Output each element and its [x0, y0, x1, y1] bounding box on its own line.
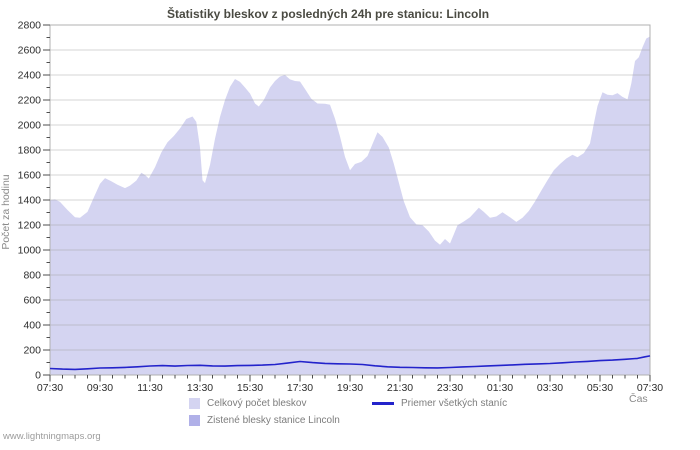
lincoln-area-swatch-icon	[189, 415, 200, 426]
total-area-swatch-icon	[189, 398, 200, 409]
x-ticks	[49, 375, 651, 382]
svg-text:15:30: 15:30	[237, 382, 263, 394]
chart-title: Štatistiky bleskov z posledných 24h pre …	[166, 7, 490, 21]
svg-text:07:30: 07:30	[37, 382, 63, 394]
svg-text:09:30: 09:30	[87, 382, 113, 394]
svg-text:1400: 1400	[18, 195, 42, 207]
svg-text:05:30: 05:30	[587, 382, 613, 394]
svg-text:1200: 1200	[18, 220, 42, 232]
svg-text:200: 200	[23, 345, 41, 357]
svg-text:800: 800	[23, 270, 41, 282]
svg-text:400: 400	[23, 320, 41, 332]
svg-text:13:30: 13:30	[187, 382, 213, 394]
svg-text:0: 0	[35, 370, 41, 382]
average-line	[49, 355, 651, 371]
legend: Celkový počet bleskov Priemer všetkých s…	[189, 395, 507, 429]
legend-label-lincoln: Zistené blesky stanice Lincoln	[207, 415, 340, 426]
svg-text:11:30: 11:30	[137, 382, 163, 394]
y-axis-title: Počet za hodinu	[0, 174, 12, 250]
x-axis-title: Čas	[629, 393, 648, 405]
y-tick-labels: 0 200 400 600 800 1000 1200 1400 1600 1800 2000 220…	[18, 20, 42, 382]
legend-item-average: Priemer všetkých staníc	[372, 398, 507, 409]
svg-text:2800: 2800	[18, 20, 42, 32]
svg-text:1600: 1600	[18, 170, 42, 182]
svg-text:2200: 2200	[18, 95, 42, 107]
svg-text:2400: 2400	[18, 70, 42, 82]
svg-text:03:30: 03:30	[537, 382, 563, 394]
svg-text:17:30: 17:30	[287, 382, 313, 394]
svg-text:01:30: 01:30	[487, 382, 513, 394]
svg-text:07:30: 07:30	[637, 382, 663, 394]
svg-text:19:30: 19:30	[337, 382, 363, 394]
legend-item-lincoln: Zistené blesky stanice Lincoln	[189, 415, 372, 426]
svg-text:2000: 2000	[18, 120, 42, 132]
svg-text:600: 600	[23, 295, 41, 307]
y-ticks	[43, 24, 50, 376]
svg-text:1000: 1000	[18, 245, 42, 257]
watermark: www.lightningmaps.org	[3, 431, 101, 442]
area-series-0	[50, 36, 650, 375]
svg-text:1800: 1800	[18, 145, 42, 157]
legend-label-average: Priemer všetkých staníc	[401, 398, 508, 409]
svg-text:2600: 2600	[18, 45, 42, 57]
legend-label-total: Celkový počet bleskov	[207, 398, 307, 409]
x-tick-labels: 07:30 09:30 11:30 13:30 15:30 17:30 19:30 21:30…	[37, 382, 663, 394]
legend-item-total: Celkový počet bleskov	[189, 398, 372, 409]
svg-text:23:30: 23:30	[437, 382, 463, 394]
average-line-swatch-icon	[372, 402, 394, 405]
svg-text:21:30: 21:30	[387, 382, 413, 394]
